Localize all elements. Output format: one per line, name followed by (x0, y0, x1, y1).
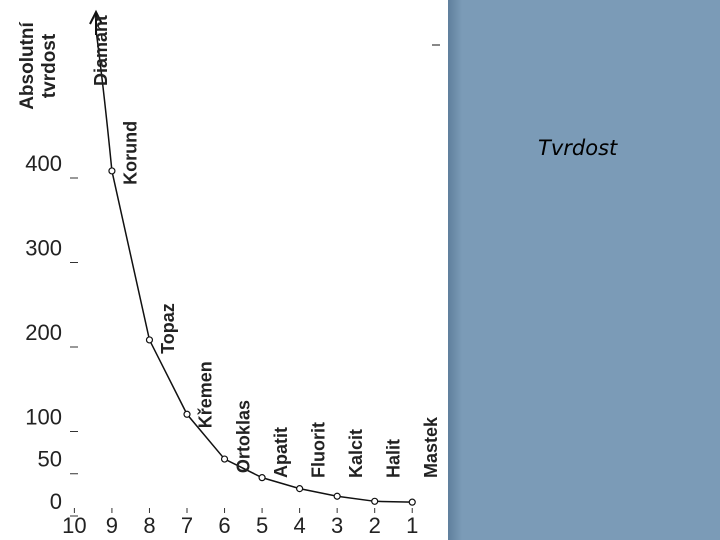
curve-extension (95, 29, 113, 171)
point-label: Korund (121, 121, 141, 185)
data-point (371, 497, 379, 505)
x-tick-label: 3 (331, 513, 343, 538)
data-point (183, 410, 191, 418)
point-label: Mastek (421, 416, 441, 478)
x-tick-label: 6 (218, 513, 230, 538)
point-label: Ortoklas (233, 400, 253, 473)
x-tick-label: 7 (181, 513, 193, 538)
y-tick-label: 0 (50, 489, 62, 514)
x-tick-label: 4 (293, 513, 305, 538)
data-point (108, 167, 116, 175)
data-point (258, 474, 266, 482)
x-tick-label: 1 (406, 513, 418, 538)
x-tick-label: 5 (256, 513, 268, 538)
x-tick-label: 9 (106, 513, 118, 538)
point-label: Halit (383, 439, 403, 478)
data-point (296, 485, 304, 493)
data-point (145, 336, 154, 344)
y-tick-label: 100 (25, 404, 62, 429)
x-tick-label: 2 (369, 513, 381, 538)
slide-title: Tvrdost (538, 136, 618, 160)
point-label: Fluorit (308, 422, 328, 478)
x-tick-label: 8 (143, 513, 155, 538)
y-axis-label: Absolutní (17, 21, 38, 109)
point-label: Topaz (158, 303, 178, 354)
data-point (220, 455, 229, 463)
x-tick-label: 10 (62, 513, 86, 538)
point-label: Kalcit (346, 429, 366, 478)
y-tick-label: 200 (25, 320, 62, 345)
y-tick-label: 400 (25, 151, 62, 176)
series-line (111, 170, 413, 503)
chart: Absolutní tvrdost 0 50 100 200 300 400 10 9 8 7 6 5 4 3… (17, 9, 441, 538)
point-label: Apatit (271, 427, 291, 478)
data-point (408, 498, 416, 506)
side-panel: Tvrdost (448, 0, 720, 540)
point-label: Diamant (91, 15, 111, 86)
point-label: Křemen (196, 361, 216, 428)
y-tick-label: 300 (25, 235, 62, 260)
y-tick-label: 50 (38, 447, 62, 472)
data-point (333, 492, 341, 500)
y-axis-label: tvrdost (39, 33, 60, 98)
